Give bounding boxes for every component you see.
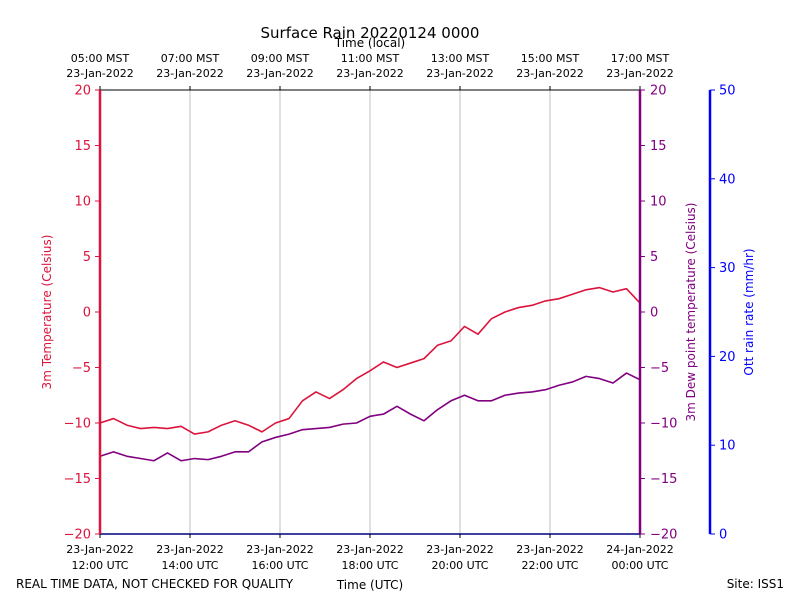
x-tick-label-date: 23-Jan-2022 [516,543,584,556]
top-tick-label-time: 17:00 MST [611,52,670,65]
x-tick-label-time: 18:00 UTC [341,559,398,572]
top-tick-label-time: 05:00 MST [71,52,130,65]
top-tick-label-date: 23-Jan-2022 [426,67,494,80]
left-axis-tick-label: 0 [83,306,91,321]
x-tick-label-time: 16:00 UTC [251,559,308,572]
series-layer [99,286,641,462]
right-axis-tick-label: 20 [650,84,667,99]
top-tick-label-time: 15:00 MST [521,52,580,65]
x-tick-label-date: 23-Jan-2022 [246,543,314,556]
left-axis-tick-label: 10 [74,195,91,210]
top-tick-label-date: 23-Jan-2022 [606,67,674,80]
footer-quality-note: REAL TIME DATA, NOT CHECKED FOR QUALITY [16,577,294,591]
right-axis-tick-label: −15 [650,472,677,487]
grid-layer [189,90,551,534]
footer-site-label: Site: ISS1 [727,577,784,591]
top-tick-label-date: 23-Jan-2022 [246,67,314,80]
top-tick-label-date: 23-Jan-2022 [336,67,404,80]
top-tick-label-date: 23-Jan-2022 [156,67,224,80]
x-tick-label-time: 14:00 UTC [161,559,218,572]
top-tick-label-date: 23-Jan-2022 [516,67,584,80]
rain-axis-tick-label: 0 [719,528,727,543]
right2-axis-label: Ott rain rate (mm/hr) [742,248,756,375]
left-axis-tick-label: −15 [64,472,91,487]
x-tick-label-date: 23-Jan-2022 [66,543,134,556]
dewpoint-series-line [99,372,641,462]
rain-axis-tick-label: 10 [719,439,736,454]
right-axis-tick-label: −10 [650,417,677,432]
right-axis-tick-label: 0 [650,306,658,321]
x-tick-label-time: 00:00 UTC [611,559,668,572]
left-axis-tick-label: 20 [74,84,91,99]
rain-axis-tick-label: 20 [719,350,736,365]
x-axis-label: Time (UTC) [336,578,403,592]
rain-axis-tick-label: 30 [719,261,736,276]
chart-title: Surface Rain 20220124 0000 [261,24,480,42]
right-axis-tick-label: −5 [650,361,669,376]
x-tick-label-date: 23-Jan-2022 [426,543,494,556]
left-axis-tick-label: −20 [64,528,91,543]
top-tick-label-date: 23-Jan-2022 [66,67,134,80]
right-axis-tick-label: 10 [650,195,667,210]
rain-axis-tick-label: 40 [719,172,736,187]
left-axis-tick-label: −5 [72,361,91,376]
x-tick-label-time: 12:00 UTC [71,559,128,572]
x-tick-label-time: 22:00 UTC [521,559,578,572]
rain-axis-tick-label: 50 [719,84,736,99]
left-axis-tick-label: −10 [64,417,91,432]
top-axis-label: Time (local) [334,36,406,50]
x-tick-label-date: 24-Jan-2022 [606,543,674,556]
right-axis-tick-label: −20 [650,528,677,543]
top-tick-label-time: 13:00 MST [431,52,490,65]
right-axis-tick-label: 15 [650,139,667,154]
right-axis-label: 3m Dew point temperature (Celsius) [684,203,698,422]
x-tick-label-time: 20:00 UTC [431,559,488,572]
right-axis-tick-label: 5 [650,250,658,265]
x-tick-label-date: 23-Jan-2022 [156,543,224,556]
left-axis-label: 3m Temperature (Celsius) [40,235,54,390]
left-axis-tick-label: 5 [83,250,91,265]
top-tick-label-time: 11:00 MST [341,52,400,65]
top-tick-label-time: 09:00 MST [251,52,310,65]
left-axis-tick-label: 15 [74,139,91,154]
temperature-series-line [99,286,641,435]
x-tick-label-date: 23-Jan-2022 [336,543,404,556]
top-tick-label-time: 07:00 MST [161,52,220,65]
axes-layer: −20 −15 −10 −5 0 5 10 15 20 −20 −15 −10 −5 0 5 10 15 20 0 1… [64,52,736,572]
